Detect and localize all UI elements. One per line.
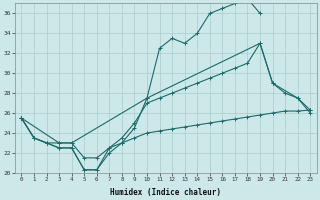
X-axis label: Humidex (Indice chaleur): Humidex (Indice chaleur): [110, 188, 221, 197]
